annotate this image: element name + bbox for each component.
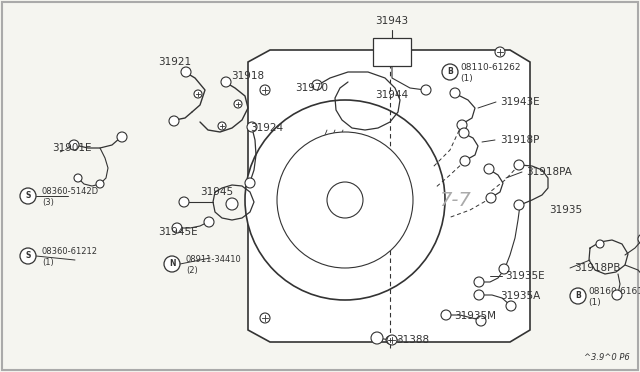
- Circle shape: [450, 88, 460, 98]
- Text: 31935: 31935: [549, 205, 582, 215]
- Text: (1): (1): [460, 74, 473, 83]
- Text: 31945: 31945: [200, 187, 233, 197]
- Circle shape: [460, 156, 470, 166]
- Circle shape: [327, 182, 363, 218]
- Text: 31921: 31921: [159, 57, 191, 67]
- Text: 31935M: 31935M: [454, 311, 496, 321]
- Text: 08110-61262: 08110-61262: [460, 64, 520, 73]
- Circle shape: [386, 336, 394, 344]
- Circle shape: [612, 290, 622, 300]
- Text: B: B: [447, 67, 453, 77]
- Text: 31918: 31918: [232, 71, 264, 81]
- Text: 31945E: 31945E: [158, 227, 198, 237]
- Circle shape: [495, 47, 505, 57]
- Circle shape: [260, 313, 270, 323]
- Circle shape: [457, 120, 467, 130]
- Circle shape: [312, 80, 322, 90]
- Text: 08911-34410: 08911-34410: [186, 256, 242, 264]
- Circle shape: [20, 248, 36, 264]
- Circle shape: [181, 67, 191, 77]
- Circle shape: [74, 174, 82, 182]
- Text: 31918PB: 31918PB: [574, 263, 621, 273]
- Text: ^3.9^0 P6: ^3.9^0 P6: [584, 353, 630, 362]
- Text: 08360-61212: 08360-61212: [42, 247, 98, 257]
- Text: 7-7: 7-7: [439, 190, 471, 209]
- Text: 31944: 31944: [376, 90, 408, 100]
- Text: N: N: [169, 260, 175, 269]
- Text: S: S: [26, 251, 31, 260]
- Circle shape: [474, 277, 484, 287]
- Text: B: B: [575, 292, 581, 301]
- Circle shape: [387, 335, 397, 345]
- FancyBboxPatch shape: [373, 38, 411, 66]
- Circle shape: [442, 64, 458, 80]
- Circle shape: [596, 240, 604, 248]
- Text: 31943E: 31943E: [500, 97, 540, 107]
- Text: 31935E: 31935E: [505, 271, 545, 281]
- Polygon shape: [248, 50, 530, 342]
- Circle shape: [172, 223, 182, 233]
- Text: 31943: 31943: [376, 16, 408, 26]
- Circle shape: [514, 160, 524, 170]
- Circle shape: [221, 77, 231, 87]
- Text: 31918P: 31918P: [500, 135, 540, 145]
- Circle shape: [169, 116, 179, 126]
- Text: (2): (2): [186, 266, 198, 275]
- Text: 31970: 31970: [296, 83, 328, 93]
- Text: (1): (1): [42, 257, 54, 266]
- Circle shape: [117, 132, 127, 142]
- Circle shape: [570, 288, 586, 304]
- Circle shape: [371, 332, 383, 344]
- Text: 08160-61610: 08160-61610: [588, 288, 640, 296]
- Circle shape: [226, 198, 238, 210]
- Circle shape: [260, 85, 270, 95]
- Circle shape: [476, 316, 486, 326]
- Circle shape: [204, 217, 214, 227]
- Circle shape: [245, 178, 255, 188]
- Circle shape: [499, 264, 509, 274]
- Circle shape: [247, 122, 257, 132]
- Circle shape: [486, 193, 496, 203]
- Circle shape: [277, 132, 413, 268]
- Circle shape: [96, 180, 104, 188]
- Circle shape: [514, 200, 524, 210]
- Circle shape: [179, 197, 189, 207]
- Circle shape: [194, 90, 202, 98]
- Circle shape: [245, 100, 445, 300]
- Circle shape: [421, 85, 431, 95]
- Circle shape: [474, 290, 484, 300]
- Circle shape: [218, 122, 226, 130]
- Circle shape: [506, 301, 516, 311]
- Circle shape: [234, 100, 242, 108]
- Circle shape: [484, 164, 494, 174]
- Circle shape: [638, 234, 640, 244]
- Circle shape: [20, 188, 36, 204]
- Circle shape: [164, 256, 180, 272]
- Text: 31935A: 31935A: [500, 291, 540, 301]
- Text: S: S: [26, 192, 31, 201]
- Circle shape: [459, 128, 469, 138]
- Text: 31918PA: 31918PA: [526, 167, 572, 177]
- Text: (1): (1): [588, 298, 601, 307]
- Text: 31388: 31388: [396, 335, 429, 345]
- Text: 08360-5142D: 08360-5142D: [42, 187, 99, 196]
- Text: 31924: 31924: [250, 123, 283, 133]
- Text: (3): (3): [42, 198, 54, 206]
- Circle shape: [69, 140, 79, 150]
- Text: 31901E: 31901E: [52, 143, 92, 153]
- Circle shape: [441, 310, 451, 320]
